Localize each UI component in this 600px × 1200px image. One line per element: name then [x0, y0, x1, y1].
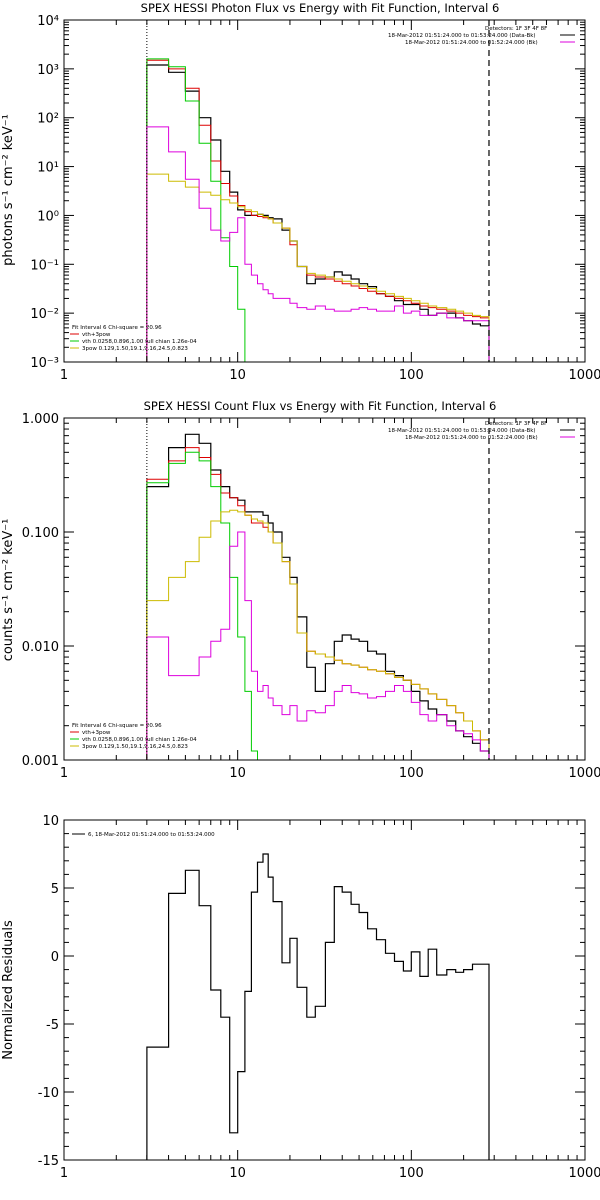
y-tick-label: 10³	[37, 63, 59, 78]
legend-vth3pow: vth+3pow	[82, 332, 111, 338]
legend-bk: 18-Mar-2012 01:51:24.000 to 01:52:24.000…	[405, 40, 538, 46]
series-line-2	[146, 58, 252, 362]
y-tick-label: 10	[42, 814, 59, 829]
panel-title: SPEX HESSI Count Flux vs Energy with Fit…	[144, 399, 497, 413]
legend-fit-interval: Fit Interval 6 Chi-square = 20.96	[72, 325, 162, 331]
legend-residual-series: 6, 18-Mar-2012 01:51:24.000 to 01:53:24.…	[88, 832, 215, 838]
y-tick-label: 0.100	[22, 526, 59, 541]
legend-detectors: Detectors: 1F 3F 4F 8F	[485, 26, 547, 32]
y-tick-label: 0.001	[22, 754, 59, 769]
plot-frame	[63, 417, 586, 761]
y-tick-label: 10¹	[37, 161, 59, 176]
x-tick-label: 100	[399, 368, 424, 383]
y-tick-label: 10⁻³	[30, 356, 59, 371]
x-tick-label: 100	[399, 1166, 424, 1181]
legend-fit-interval: Fit Interval 6 Chi-square = 20.96	[72, 723, 162, 729]
x-tick-label: 1	[60, 766, 68, 781]
x-tick-label: 10	[229, 766, 246, 781]
x-tick-label: 10	[229, 368, 246, 383]
series-line-0	[146, 433, 490, 760]
series-line-4	[146, 126, 490, 362]
legend-data-bk: 18-Mar-2012 01:51:24.000 to 01:53:24.000…	[388, 428, 536, 434]
y-axis-label: counts s⁻¹ cm⁻² keV⁻¹	[1, 519, 16, 662]
legend-detectors: Detectors: 1F 3F 4F 8F	[485, 421, 547, 427]
y-tick-label: 10⁻¹	[30, 258, 59, 273]
panel-title: SPEX HESSI Photon Flux vs Energy with Fi…	[141, 1, 500, 15]
photon-flux-panel: SPEX HESSI Photon Flux vs Energy with Fi…	[1, 1, 600, 383]
plot-frame	[63, 819, 586, 1161]
legend-vth3pow: vth+3pow	[82, 730, 111, 736]
series-line-4	[146, 531, 490, 760]
y-tick-label: 1.000	[22, 412, 59, 427]
y-tick-label: 10²	[37, 112, 59, 127]
legend-data-bk: 18-Mar-2012 01:51:24.000 to 01:53:24.000…	[388, 33, 536, 39]
legend-vth: vth 0.0258,0.896,1.00 full chian 1.26e-0…	[82, 339, 197, 345]
x-tick-label: 10	[229, 1166, 246, 1181]
y-tick-label: 10⁻²	[30, 307, 59, 322]
series-line-3	[146, 173, 490, 362]
legend-3pow: 3pow 0.129,1.50,19.1,9.16,24.5,0.823	[82, 744, 188, 750]
x-tick-label: 1	[60, 368, 68, 383]
y-tick-label: -5	[46, 1018, 59, 1033]
x-tick-label: 1000	[568, 1166, 600, 1181]
series-line-3	[146, 509, 490, 760]
x-tick-label: 100	[399, 766, 424, 781]
y-tick-label: 0	[51, 950, 59, 965]
series-line-2	[146, 451, 265, 760]
y-tick-label: 10⁴	[37, 14, 59, 29]
plot-frame	[63, 19, 586, 363]
x-tick-label: 1000	[568, 368, 600, 383]
y-axis-label: Normalized Residuals	[1, 920, 16, 1060]
y-tick-label: -15	[38, 1154, 59, 1169]
legend-vth: vth 0.0258,0.896,1.00 full chian 1.26e-0…	[82, 737, 197, 743]
residuals-panel: Normalized Residuals 6, 18-Mar-2012 01:5…	[1, 814, 600, 1181]
x-tick-label: 1	[60, 1166, 68, 1181]
legend-3pow: 3pow 0.129,1.50,19.1,9.16,24.5,0.823	[82, 346, 188, 352]
y-axis-label: photons s⁻¹ cm⁻² keV⁻¹	[1, 114, 16, 266]
y-tick-label: -10	[38, 1086, 59, 1101]
y-tick-label: 5	[51, 882, 59, 897]
x-tick-label: 1000	[568, 766, 600, 781]
count-flux-panel: SPEX HESSI Count Flux vs Energy with Fit…	[1, 399, 600, 781]
y-tick-label: 10⁰	[37, 209, 59, 224]
series-line-0	[146, 853, 490, 1160]
legend-bk: 18-Mar-2012 01:51:24.000 to 01:52:24.000…	[405, 435, 538, 441]
y-tick-label: 0.010	[22, 640, 59, 655]
